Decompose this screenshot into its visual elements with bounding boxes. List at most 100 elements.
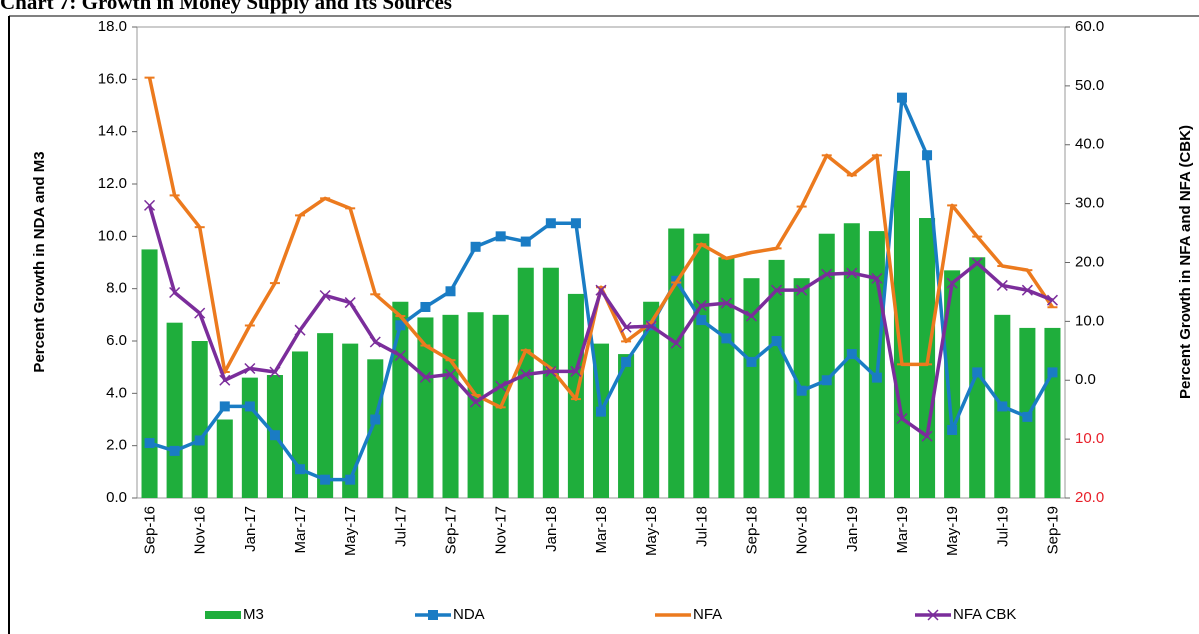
marker bbox=[520, 236, 531, 247]
y2-tick-label: 40.0 bbox=[1075, 136, 1104, 153]
marker bbox=[570, 218, 581, 229]
marker bbox=[219, 374, 231, 386]
bar bbox=[768, 259, 785, 498]
bar bbox=[517, 267, 534, 498]
marker bbox=[946, 277, 958, 289]
x-tick-label: Mar-19 bbox=[894, 506, 911, 554]
bar bbox=[191, 341, 208, 498]
marker bbox=[370, 414, 381, 425]
x-tick-label: May-18 bbox=[643, 506, 660, 556]
marker bbox=[947, 424, 958, 435]
marker bbox=[445, 286, 456, 297]
y-tick-label: 12.0 bbox=[98, 175, 127, 192]
marker bbox=[896, 92, 907, 103]
bar bbox=[442, 314, 459, 498]
bar bbox=[743, 278, 760, 498]
x-tick-label: Jan-18 bbox=[543, 506, 560, 552]
marker bbox=[470, 241, 481, 252]
marker bbox=[721, 333, 732, 344]
marker bbox=[169, 286, 181, 299]
marker bbox=[896, 412, 908, 425]
bar bbox=[141, 249, 158, 498]
y2-tick-label: 50.0 bbox=[1075, 77, 1104, 94]
marker bbox=[444, 368, 457, 380]
y2-tick-label: 20.0 bbox=[1075, 253, 1104, 270]
marker bbox=[771, 336, 782, 346]
legend-swatch bbox=[205, 611, 241, 619]
marker bbox=[1047, 367, 1058, 378]
marker bbox=[269, 430, 280, 441]
marker bbox=[846, 267, 858, 279]
marker bbox=[996, 279, 1008, 291]
y-tick-label: 2.0 bbox=[106, 437, 127, 454]
x-tick-label: Sep-18 bbox=[743, 506, 760, 554]
bar bbox=[843, 223, 860, 498]
y-tick-label: 6.0 bbox=[106, 332, 127, 349]
marker bbox=[420, 301, 431, 312]
bar bbox=[216, 419, 233, 498]
marker bbox=[1022, 411, 1033, 422]
marker bbox=[244, 362, 256, 375]
marker bbox=[921, 430, 933, 442]
y2-tick-label: 10.0 bbox=[1075, 430, 1104, 447]
x-tick-label: Jul-18 bbox=[693, 506, 710, 547]
bar bbox=[643, 301, 660, 498]
marker bbox=[922, 150, 933, 161]
x-tick-label: Mar-17 bbox=[292, 506, 309, 554]
bar bbox=[417, 317, 434, 498]
y-axis-title: Percent Growth in NDA and M3 bbox=[31, 151, 48, 372]
marker bbox=[269, 366, 281, 378]
marker bbox=[295, 464, 306, 475]
marker bbox=[746, 356, 757, 367]
legend-label: M3 bbox=[243, 606, 264, 623]
x-tick-label: Nov-18 bbox=[794, 506, 811, 554]
marker bbox=[419, 371, 431, 383]
bar bbox=[818, 233, 835, 498]
marker bbox=[871, 272, 883, 284]
marker bbox=[621, 356, 632, 367]
chart-title: Chart 7: Growth in Money Supply and Its … bbox=[0, 0, 452, 14]
marker bbox=[997, 401, 1008, 412]
marker bbox=[620, 321, 632, 333]
legend-marker bbox=[927, 609, 939, 621]
marker bbox=[169, 445, 180, 456]
marker bbox=[369, 336, 381, 348]
y2-tick-label: 20.0 bbox=[1075, 489, 1104, 506]
bar bbox=[166, 322, 183, 498]
marker bbox=[596, 406, 606, 417]
legend-label: NFA bbox=[693, 606, 722, 623]
marker bbox=[720, 297, 732, 309]
marker bbox=[846, 349, 857, 360]
x-tick-label: May-17 bbox=[342, 506, 359, 556]
marker bbox=[495, 231, 506, 242]
y-tick-label: 8.0 bbox=[106, 280, 127, 297]
marker bbox=[394, 349, 406, 362]
marker bbox=[1021, 284, 1033, 296]
y-tick-label: 0.0 bbox=[106, 489, 127, 506]
marker bbox=[345, 474, 356, 485]
x-tick-label: Mar-18 bbox=[593, 506, 610, 554]
bar bbox=[317, 333, 334, 498]
marker bbox=[320, 474, 331, 485]
bar bbox=[618, 354, 635, 498]
marker bbox=[319, 289, 331, 302]
y-tick-label: 18.0 bbox=[98, 18, 127, 35]
bar bbox=[944, 270, 961, 498]
marker bbox=[645, 320, 657, 332]
x-tick-label: Jul-19 bbox=[994, 506, 1011, 547]
bar bbox=[292, 351, 309, 498]
marker bbox=[194, 307, 206, 319]
y2-axis-title: Percent Growth in NFA and NFA (CBK) bbox=[1177, 125, 1194, 399]
y2-tick-label: 30.0 bbox=[1075, 195, 1104, 212]
bar bbox=[342, 343, 359, 498]
legend-label: NFA CBK bbox=[953, 606, 1016, 623]
marker bbox=[545, 218, 556, 229]
marker bbox=[470, 396, 482, 408]
marker bbox=[796, 284, 808, 296]
marker bbox=[771, 284, 783, 296]
y2-tick-label: 0.0 bbox=[1075, 371, 1096, 388]
marker bbox=[871, 372, 882, 383]
bar bbox=[693, 233, 710, 498]
marker bbox=[344, 297, 356, 309]
